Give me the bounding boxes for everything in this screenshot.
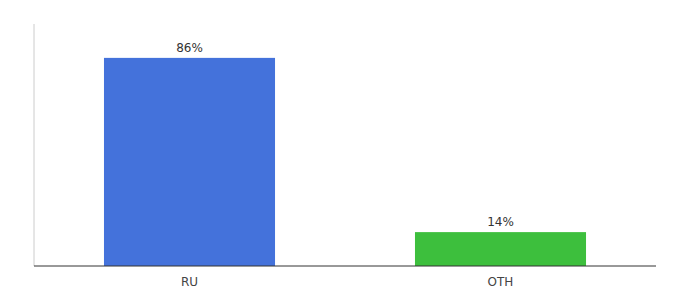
y-axis-line	[34, 24, 35, 266]
data-label: 86%	[176, 41, 203, 55]
x-tick-labels: RU OTH	[181, 275, 513, 289]
chart-container: 86% 14% RU OTH	[0, 0, 680, 300]
x-tick-label: OTH	[488, 275, 514, 289]
x-axis-line	[34, 266, 656, 267]
x-tick-label: RU	[181, 275, 198, 289]
bars	[104, 58, 586, 266]
data-labels: 86% 14%	[176, 41, 514, 229]
bar	[415, 232, 586, 266]
chart-svg: 86% 14% RU OTH	[0, 0, 680, 300]
bar	[104, 58, 275, 266]
data-label: 14%	[487, 215, 514, 229]
